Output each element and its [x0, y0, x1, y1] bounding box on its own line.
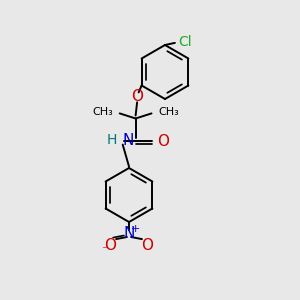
Text: N: N	[123, 226, 135, 241]
Text: N: N	[123, 133, 134, 148]
Text: H: H	[106, 134, 117, 147]
Text: ⁻: ⁻	[101, 244, 108, 257]
Text: CH₃: CH₃	[158, 107, 179, 117]
Text: O: O	[142, 238, 154, 253]
Text: CH₃: CH₃	[92, 107, 113, 117]
Text: Cl: Cl	[178, 35, 192, 49]
Text: O: O	[131, 89, 143, 104]
Text: +: +	[131, 224, 140, 234]
Text: O: O	[104, 238, 116, 253]
Text: O: O	[157, 134, 169, 148]
